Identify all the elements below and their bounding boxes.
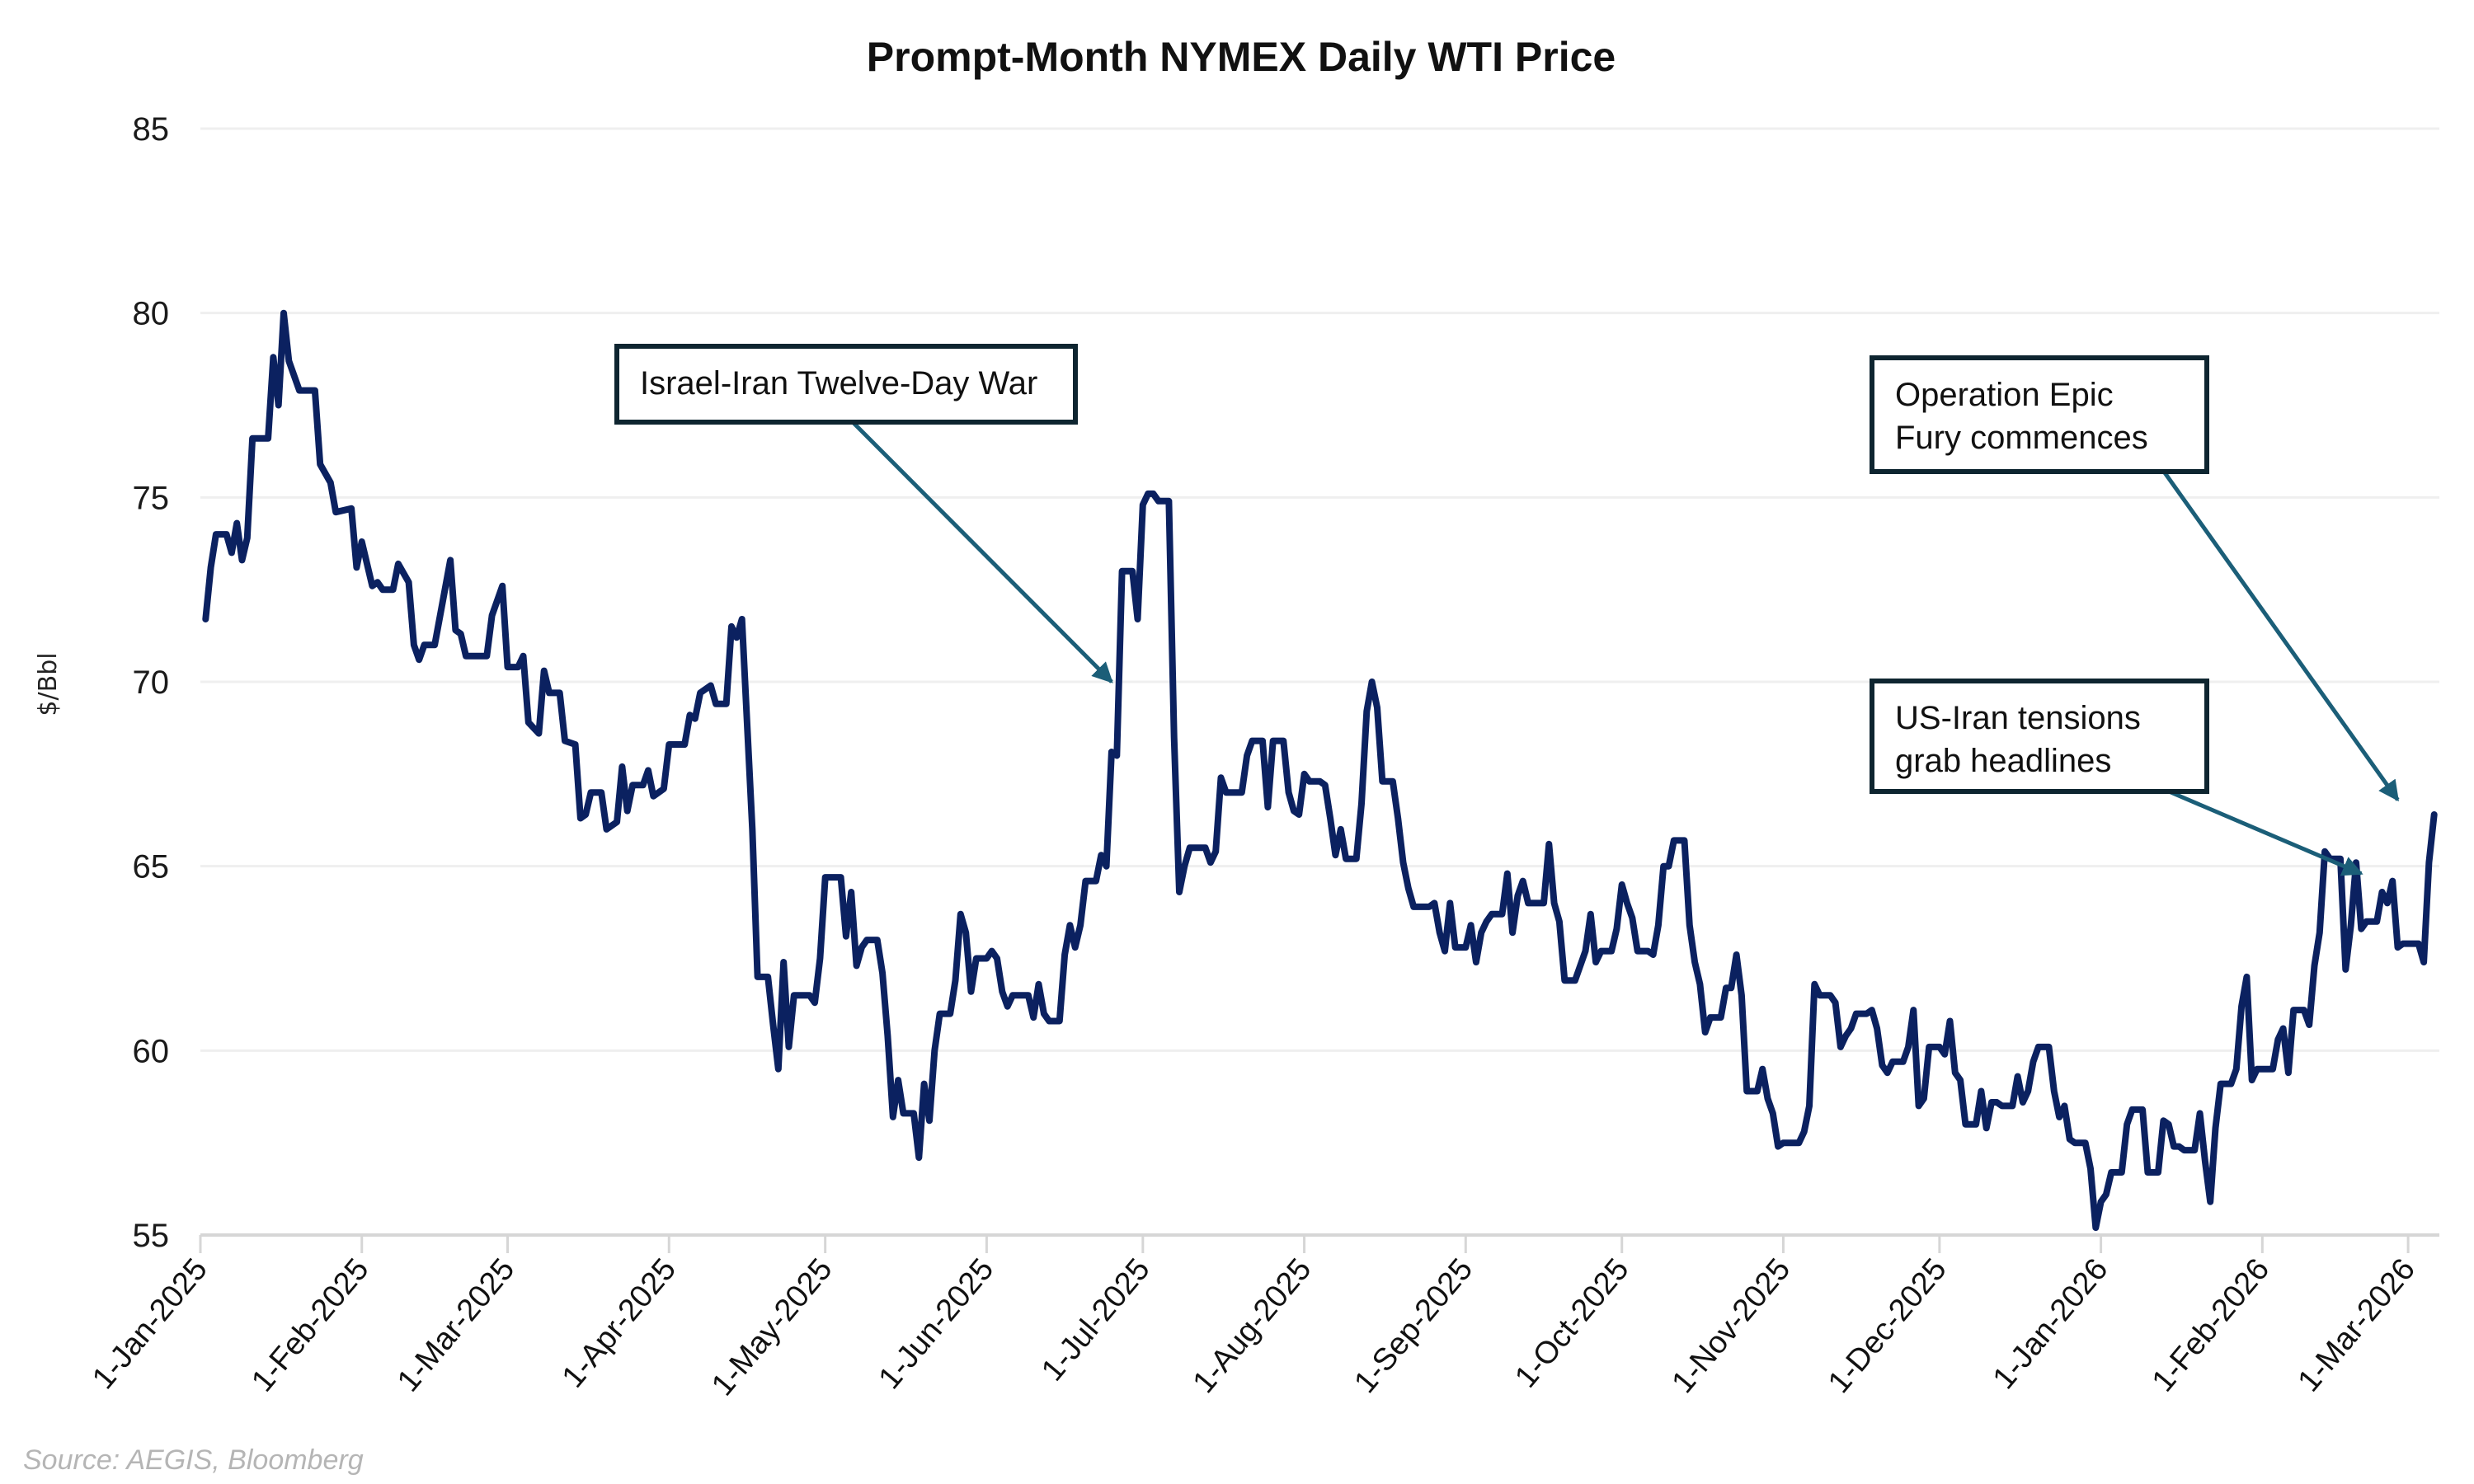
x-tick-label: 1-Feb-2025 — [245, 1252, 375, 1399]
x-tick-label: 1-May-2025 — [705, 1252, 840, 1402]
series-group — [202, 309, 2438, 1232]
x-tick-label: 1-Nov-2025 — [1666, 1252, 1798, 1400]
source-note: Source: AEGIS, Bloomberg — [23, 1444, 364, 1476]
y-tick-label: 65 — [133, 849, 170, 885]
annotation-1: Israel-Iran Twelve-Day War — [614, 344, 1113, 683]
annotation-3: US-Iran tensions grab headlines — [1870, 679, 2363, 876]
chart-title: Prompt-Month NYMEX Daily WTI Price — [867, 34, 1616, 80]
y-tick-label: 80 — [133, 296, 170, 332]
x-tick-label: 1-Dec-2025 — [1822, 1252, 1954, 1400]
x-tick-label: 1-Mar-2026 — [2292, 1252, 2422, 1398]
annotation-box — [614, 344, 1078, 425]
gridlines — [200, 127, 2439, 1052]
series-line-wti — [202, 309, 2438, 1232]
y-tick-label: 55 — [133, 1218, 170, 1254]
x-tick-label: 1-Mar-2025 — [391, 1252, 521, 1398]
y-tick-label: 75 — [133, 480, 170, 516]
x-tick-label: 1-Oct-2025 — [1508, 1252, 1635, 1395]
x-tick-label: 1-Jul-2025 — [1035, 1252, 1157, 1388]
annotation-text: Israel-Iran Twelve-Day War — [640, 365, 1037, 402]
x-tick-label: 1-Feb-2026 — [2146, 1252, 2276, 1399]
annotation-text: Operation Epic — [1895, 377, 2114, 413]
annotation-2: Operation Epic Fury commences — [1870, 355, 2400, 802]
x-tick-label: 1-Jan-2026 — [1987, 1252, 2115, 1396]
y-tick-label: 70 — [133, 665, 170, 701]
y-tick-label: 85 — [133, 111, 170, 148]
annotation-text: grab headlines — [1895, 743, 2111, 779]
annotation-arrow — [2168, 789, 2363, 876]
y-tick-labels: 55 60 65 70 75 80 85 — [133, 111, 170, 1254]
x-tick-label: 1-Aug-2025 — [1187, 1252, 1319, 1400]
x-tick-label: 1-Jun-2025 — [872, 1252, 1001, 1396]
x-tick-label: 1-Sep-2025 — [1348, 1252, 1479, 1400]
annotation-arrow — [851, 420, 1113, 683]
x-axis: 1-Jan-2025 1-Feb-2025 1-Mar-2025 1-Apr-2025… — [86, 1233, 2439, 1402]
y-axis-label: $/Bbl — [34, 652, 63, 716]
x-tick-label: 1-Apr-2025 — [556, 1252, 683, 1395]
x-tick-label: 1-Jan-2025 — [86, 1252, 214, 1396]
annotation-box — [1870, 355, 2209, 474]
annotation-text: Fury commences — [1895, 420, 2148, 456]
annotation-box — [1870, 679, 2209, 794]
annotations: Israel-Iran Twelve-Day War Operation Epic… — [614, 344, 2400, 876]
y-tick-label: 60 — [133, 1033, 170, 1069]
annotation-text: US-Iran tensions — [1895, 700, 2141, 736]
annotation-arrow — [2161, 470, 2400, 802]
